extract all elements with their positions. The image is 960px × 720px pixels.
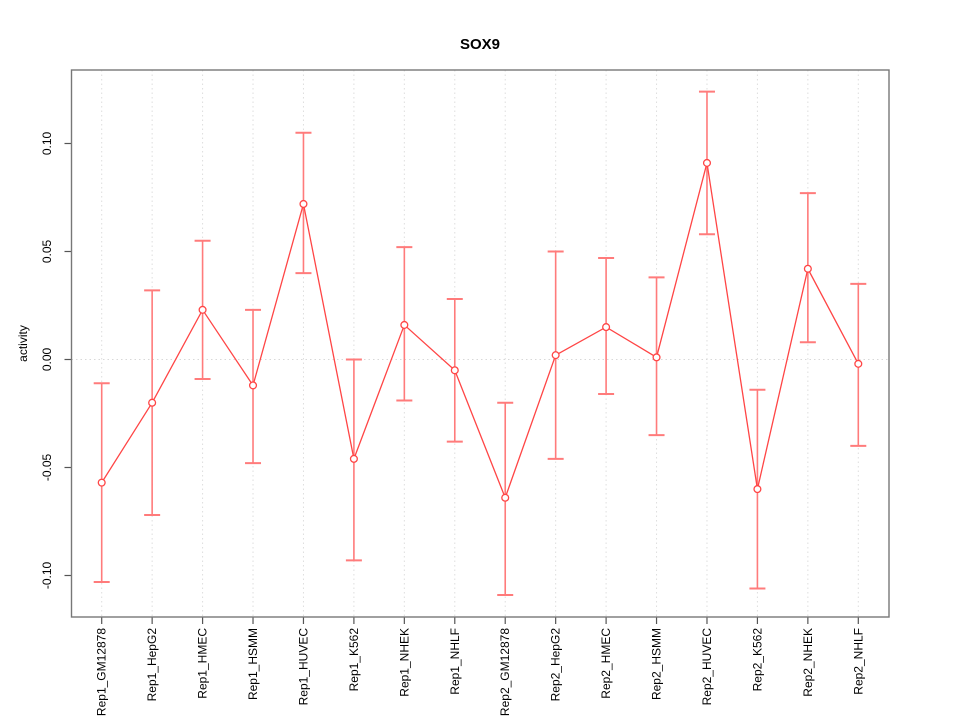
data-point xyxy=(602,323,611,332)
data-point xyxy=(248,381,258,390)
x-tick-label: Rep1_K562 xyxy=(347,628,361,692)
data-point xyxy=(702,158,712,167)
data-point xyxy=(501,493,510,502)
x-tick-label: Rep1_HUVEC xyxy=(296,628,310,706)
error-bars-layer xyxy=(93,90,867,596)
y-tick-label: -0.05 xyxy=(40,454,54,482)
y-tick-label: 0.10 xyxy=(40,131,54,155)
x-axis-ticks-layer: Rep1_GM12878 Rep1_HepG2 Rep1_HMEC Rep1_HSMM… xyxy=(95,617,865,716)
x-tick-label: Rep2_HepG2 xyxy=(549,628,563,702)
x-tick-label: Rep1_HMEC xyxy=(196,628,210,699)
data-point xyxy=(450,366,459,375)
x-tick-label: Rep2_K562 xyxy=(750,628,764,692)
x-tick-label: Rep2_HSMM xyxy=(650,628,664,700)
x-tick-label: Rep2_HMEC xyxy=(599,628,613,699)
x-tick-label: Rep2_NHEK xyxy=(801,628,815,697)
series-line xyxy=(101,162,859,500)
data-point xyxy=(299,199,308,209)
x-tick-label: Rep2_NHLF xyxy=(851,628,865,695)
data-point xyxy=(803,264,812,273)
data-point xyxy=(97,478,106,487)
series-line-layer xyxy=(101,162,859,500)
gridlines-layer xyxy=(71,70,889,617)
y-tick-label: 0.05 xyxy=(40,239,54,263)
x-tick-label: Rep1_NHLF xyxy=(448,628,462,695)
data-points-layer xyxy=(97,158,863,502)
x-tick-label: Rep2_GM12878 xyxy=(498,628,512,716)
x-tick-label: Rep1_HepG2 xyxy=(145,628,159,702)
chart-title: SOX9 xyxy=(460,36,500,53)
plot-border xyxy=(70,69,890,618)
y-axis-ticks-layer: -0.10 -0.05 0.00 0.05 0.10 xyxy=(40,131,72,589)
data-point xyxy=(198,305,207,314)
data-point xyxy=(854,359,863,368)
data-point xyxy=(753,485,762,494)
y-axis-title: activity xyxy=(16,325,30,362)
data-point xyxy=(349,454,358,463)
x-tick-label: Rep1_NHEK xyxy=(397,628,411,697)
data-point xyxy=(400,320,409,329)
x-tick-label: Rep1_GM12878 xyxy=(95,628,109,716)
x-tick-label: Rep2_HUVEC xyxy=(700,628,714,706)
y-tick-label: 0.00 xyxy=(40,347,54,371)
data-point xyxy=(652,353,661,362)
data-point xyxy=(551,351,560,360)
data-point xyxy=(148,398,157,407)
x-tick-label: Rep1_HSMM xyxy=(246,628,260,700)
y-tick-label: -0.10 xyxy=(40,562,54,590)
